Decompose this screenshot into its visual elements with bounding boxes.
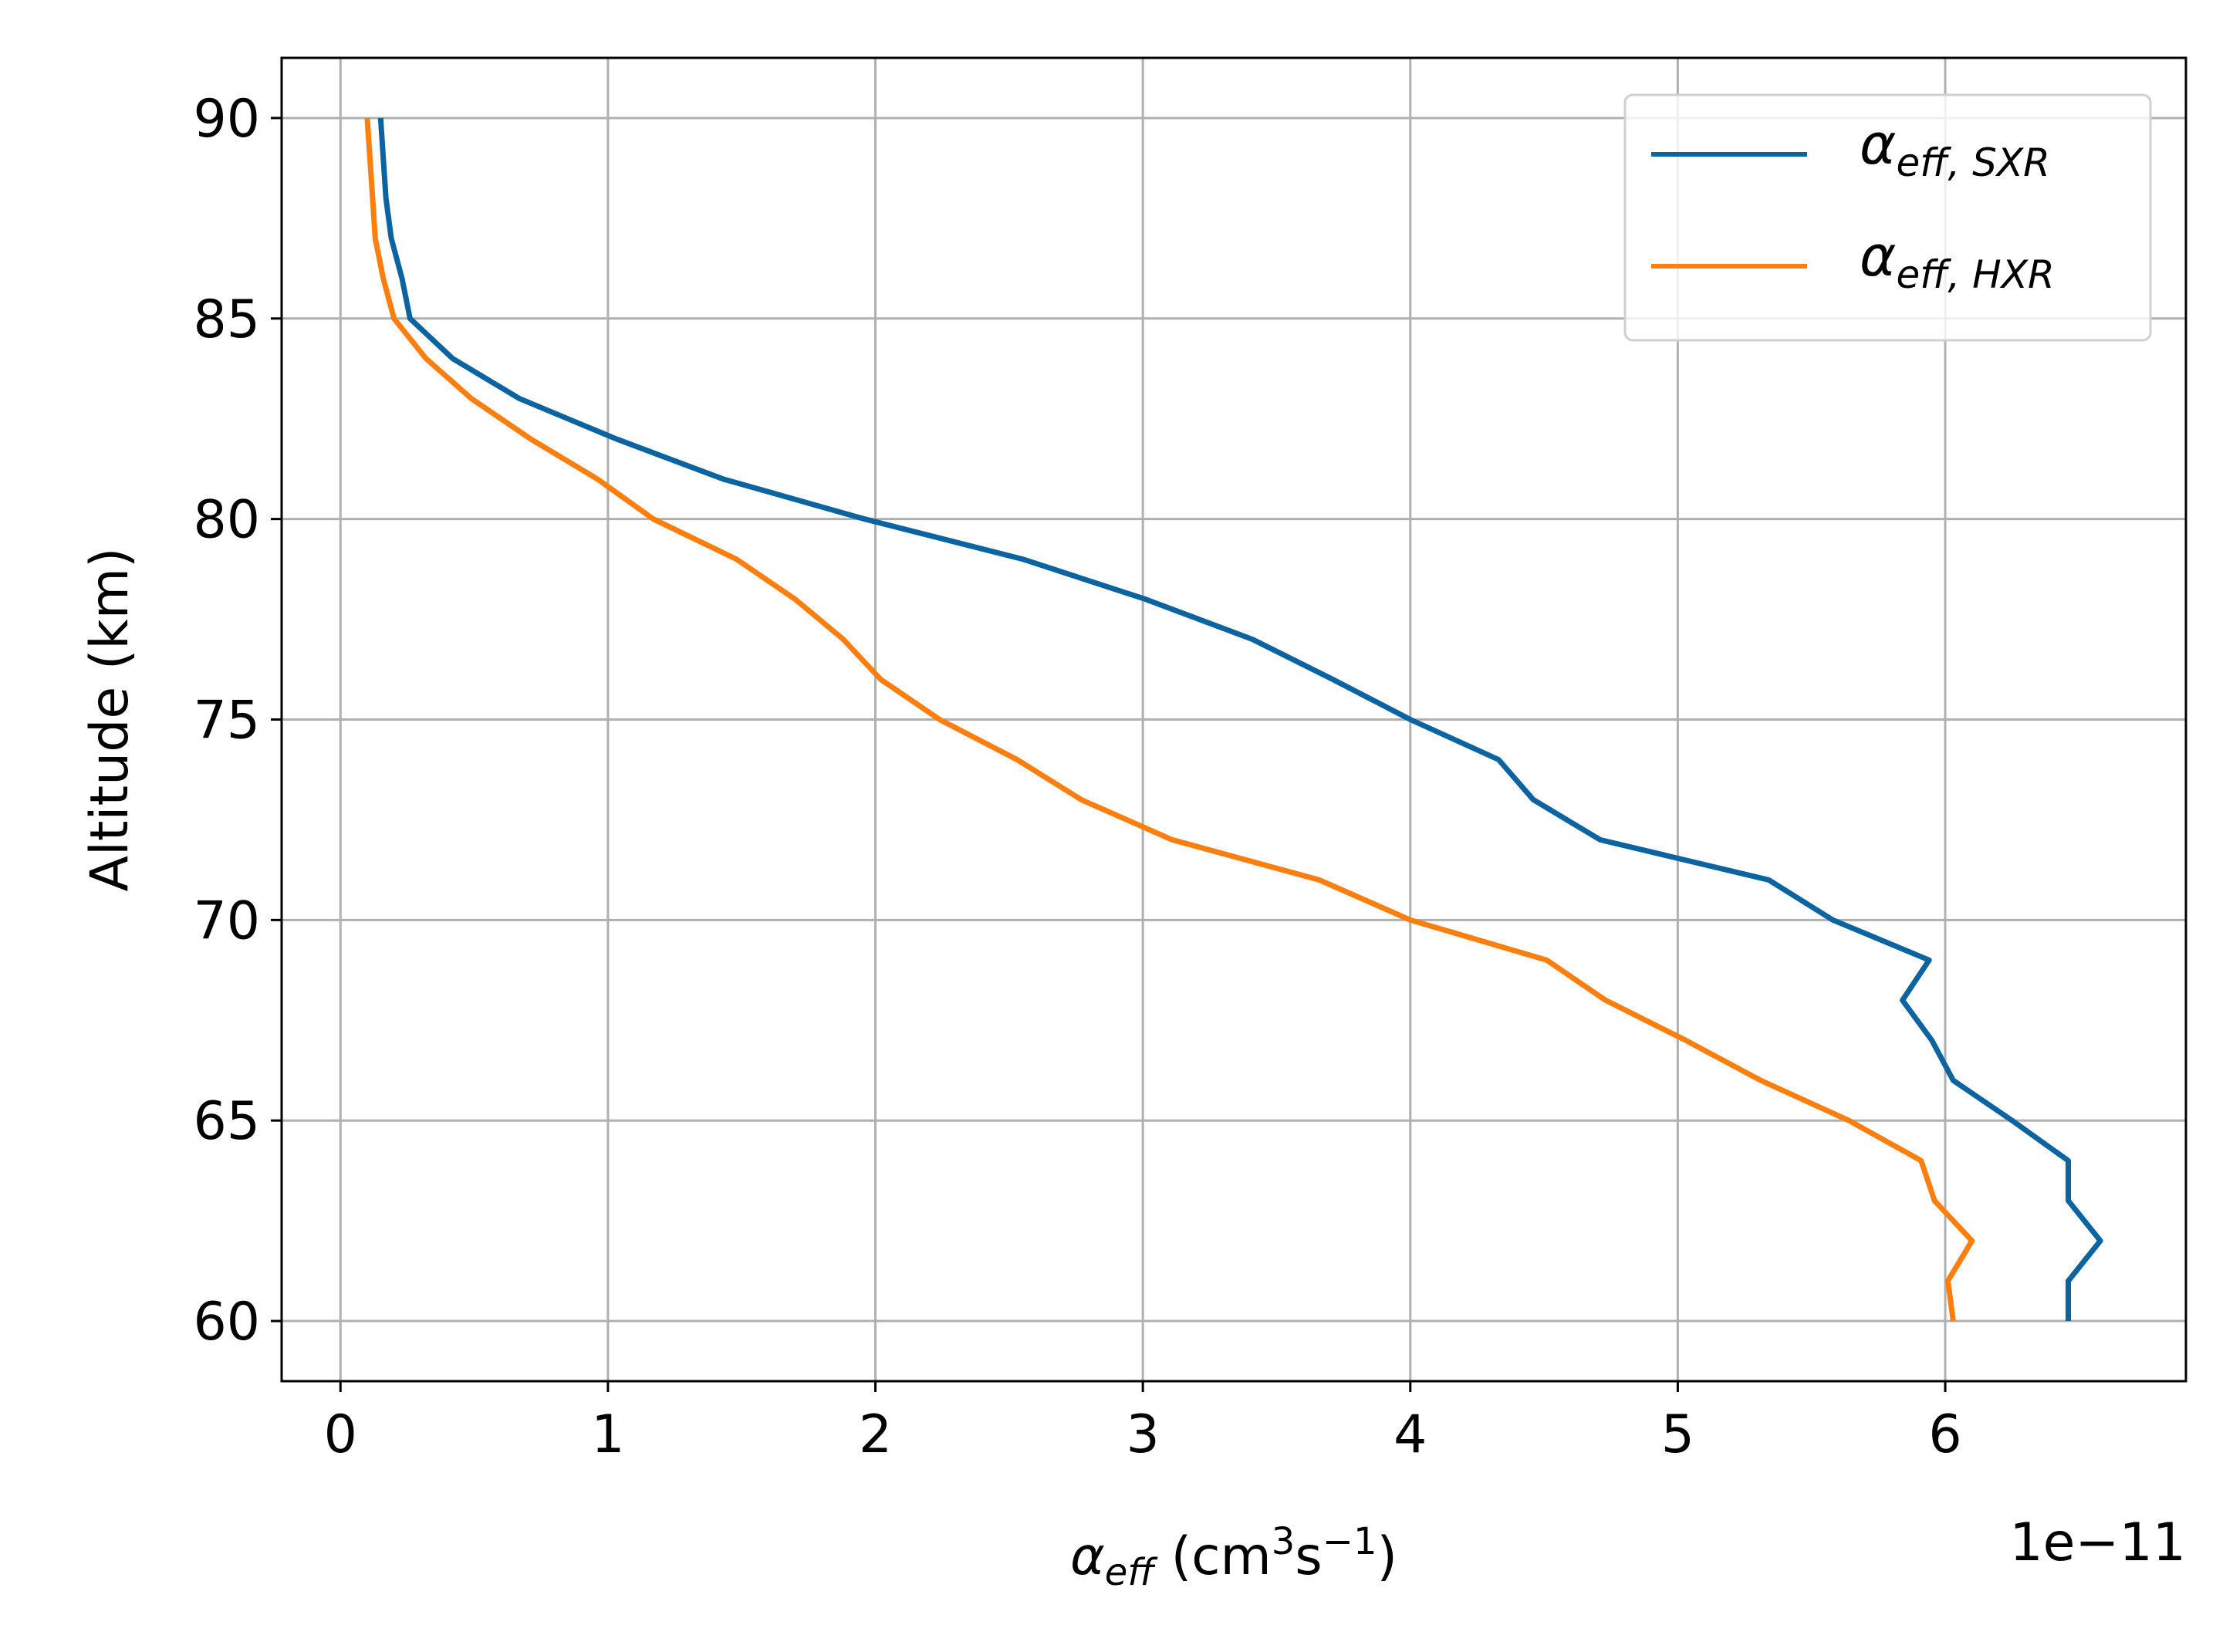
x-axis-title: αeff (cm3s−1) [1070, 1520, 1397, 1594]
x-tick-label: 5 [1661, 1404, 1694, 1465]
series-lines [364, 117, 2103, 1322]
y-tick-label: 90 [193, 89, 260, 150]
x-tick-label: 4 [1394, 1404, 1427, 1465]
x-axis-unit-close: ) [1377, 1526, 1398, 1587]
legend-label-hxr: αeff, HXR [1860, 224, 2055, 297]
legend: αeff, SXR αeff, HXR [1623, 93, 2152, 342]
y-tick-labels: 60 65 70 75 80 85 90 [193, 89, 260, 1353]
legend-sxr-sub: eff, SXR [1896, 140, 2049, 185]
y-tick-label: 60 [193, 1292, 260, 1353]
x-axis-unit-open: (cm [1154, 1526, 1272, 1587]
x-tick-label: 3 [1127, 1404, 1160, 1465]
legend-label-sxr: αeff, SXR [1860, 112, 2050, 185]
x-offset-label: 1e−11 [2009, 1512, 2186, 1573]
x-axis-unit-sup2: −1 [1323, 1520, 1377, 1563]
y-tick-label: 80 [193, 490, 260, 551]
series-line-sxr [377, 117, 2103, 1321]
x-axis-symbol-sub: eff [1105, 1551, 1159, 1594]
axis-ticks [271, 117, 1947, 1392]
x-tick-label: 0 [324, 1404, 357, 1465]
legend-hxr-sub: eff, HXR [1896, 252, 2054, 297]
x-tick-labels: 0 1 2 3 4 5 6 [324, 1404, 1962, 1465]
series-line-hxr [364, 117, 1975, 1322]
y-tick-label: 85 [193, 289, 260, 350]
x-axis-unit-mid: s [1295, 1526, 1322, 1587]
y-tick-label: 70 [193, 890, 260, 951]
x-axis-unit-sup: 3 [1272, 1520, 1296, 1563]
legend-sxr-symbol: α [1860, 112, 1896, 177]
x-tick-label: 2 [859, 1404, 892, 1465]
x-axis-symbol: α [1070, 1526, 1105, 1587]
y-tick-label: 65 [193, 1091, 260, 1152]
x-tick-label: 6 [1928, 1404, 1961, 1465]
y-axis-title: Altitude (km) [79, 547, 140, 891]
x-tick-label: 1 [591, 1404, 624, 1465]
grid-lines [282, 58, 2186, 1381]
legend-hxr-symbol: α [1860, 224, 1896, 289]
y-tick-label: 75 [193, 691, 260, 752]
